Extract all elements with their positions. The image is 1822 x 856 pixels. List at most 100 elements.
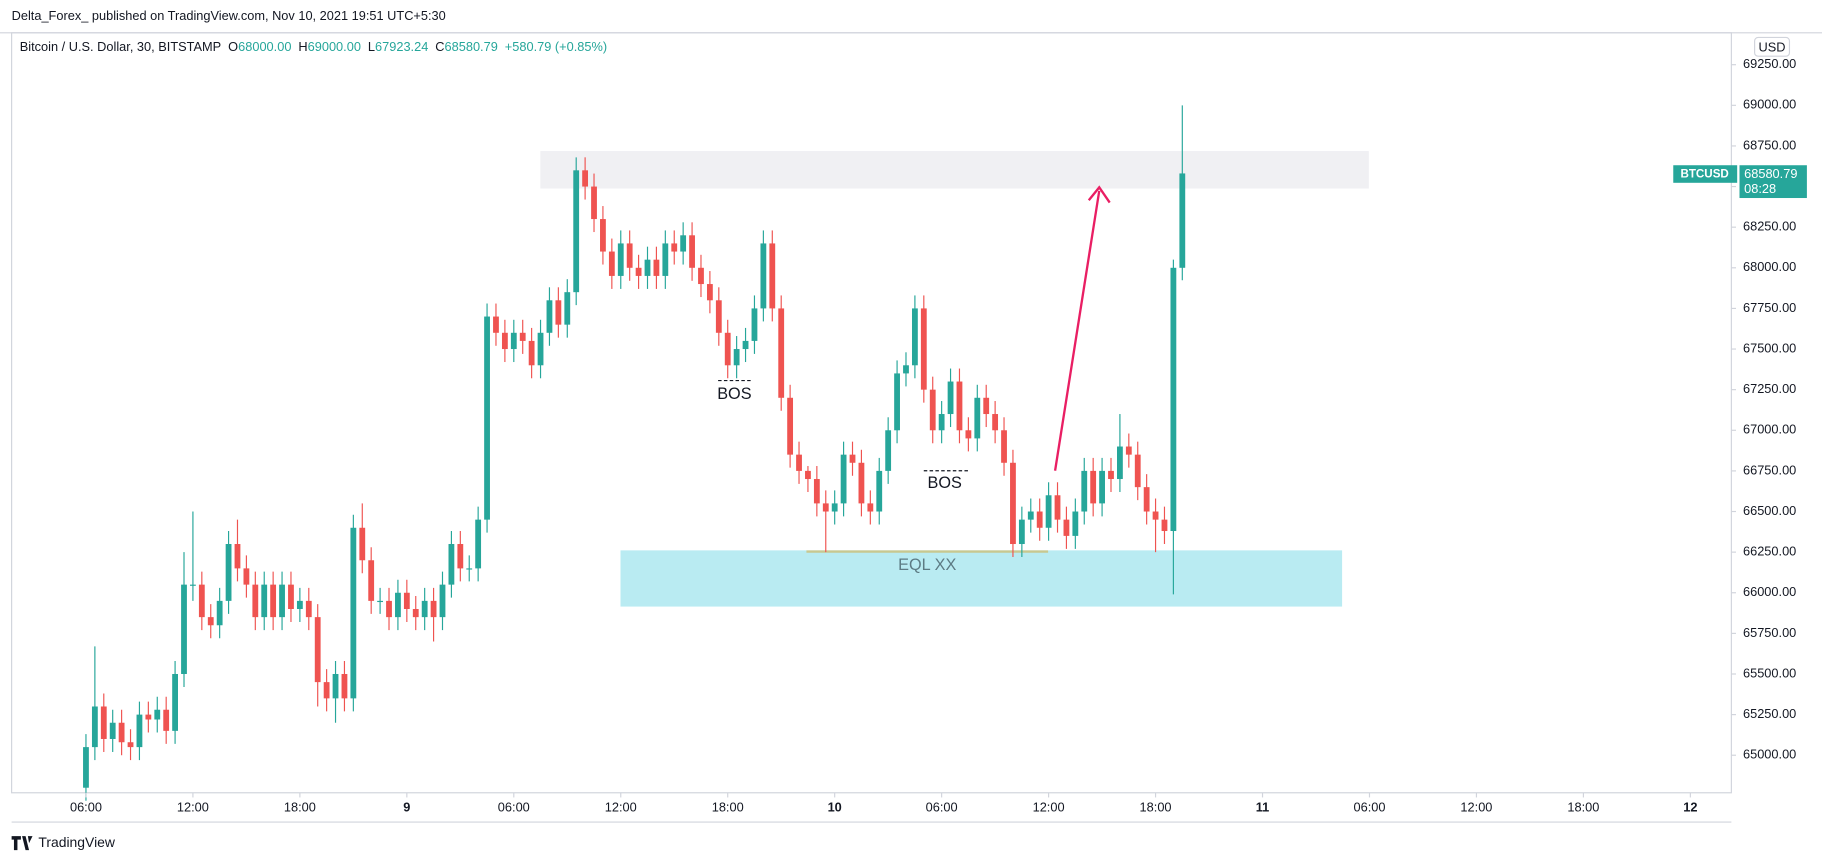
y-tick-label: 68000.00: [1743, 259, 1796, 274]
candle-body: [573, 170, 580, 293]
candle-body: [109, 722, 116, 739]
candle-body: [261, 584, 268, 618]
y-tick-label: 67750.00: [1743, 300, 1796, 315]
candle-body: [225, 544, 232, 601]
candle-body: [448, 544, 455, 585]
candle-body: [412, 609, 419, 618]
candle-body: [662, 243, 669, 276]
annotations: BOS BOS EQL XX: [717, 185, 1111, 574]
y-tick-label: 67500.00: [1743, 340, 1796, 355]
candle-body: [510, 332, 517, 350]
arrow: [1053, 190, 1101, 471]
candle-body: [501, 332, 508, 350]
candle-body: [127, 742, 134, 748]
candle-body: [395, 592, 401, 618]
candle-body: [216, 600, 223, 626]
currency[interactable]: USD: [1759, 39, 1786, 54]
candle-body: [805, 470, 811, 480]
candle-body: [840, 454, 847, 504]
candle-body: [493, 316, 499, 333]
candle-body: [546, 300, 553, 333]
candle-body: [1143, 487, 1150, 512]
candle-body: [920, 308, 927, 390]
candle-body: [644, 259, 651, 276]
y-tick-label: 66500.00: [1743, 503, 1796, 518]
candle-body: [296, 600, 303, 610]
candle-body: [100, 706, 107, 739]
candle-body: [519, 332, 526, 341]
price-tag-bg: [1739, 165, 1807, 199]
candle-body: [733, 349, 740, 366]
candle-body: [867, 503, 874, 512]
candle-body: [1161, 519, 1168, 532]
supply-zone: [540, 151, 1369, 189]
candle-body: [600, 219, 606, 252]
candle-body: [858, 462, 865, 504]
candle-body: [359, 527, 366, 561]
footer-logo: [11, 836, 33, 851]
y-tick-label: 65000.00: [1743, 747, 1796, 762]
candle-body: [680, 235, 687, 252]
candle-body: [234, 544, 241, 569]
candle-body: [849, 454, 856, 463]
x-tick-label: 06:00: [498, 799, 530, 814]
x-tick-label: 18:00: [1567, 799, 1599, 814]
candle-body: [368, 560, 375, 601]
x-tick-label: 06:00: [1353, 799, 1385, 814]
candle-body: [1036, 511, 1043, 528]
candle-body: [983, 397, 990, 415]
x-tick-label: 18:00: [712, 799, 744, 814]
y-tick-label: 65250.00: [1743, 706, 1796, 721]
candle-body: [617, 243, 624, 276]
candle-body: [1152, 511, 1159, 520]
candle-body: [1063, 519, 1070, 536]
candle-body: [163, 709, 170, 731]
x-tick-label: 06:00: [70, 799, 102, 814]
candle-body: [947, 381, 954, 415]
bos-label: BOS: [928, 474, 962, 492]
candle-body: [1072, 511, 1079, 536]
candle-body: [760, 243, 767, 309]
candle-body: [769, 243, 776, 309]
x-tick-label: 9: [403, 799, 410, 814]
candle-body: [154, 709, 161, 720]
candle-body: [778, 308, 785, 398]
symbol-tag: BTCUSD: [1680, 168, 1728, 181]
candle-body: [796, 454, 802, 471]
candle-body: [136, 714, 143, 748]
candle-body: [118, 722, 125, 743]
candle-body: [172, 673, 178, 731]
candle-body: [787, 397, 794, 455]
candle-body: [965, 430, 972, 439]
candle-body: [1170, 267, 1177, 532]
candle-body: [1081, 470, 1088, 512]
candle-body: [288, 584, 294, 610]
currency-box[interactable]: [1754, 36, 1791, 57]
candle-body: [421, 600, 428, 618]
candle-body: [671, 243, 678, 252]
footer-brand: TradingView: [38, 834, 116, 850]
candle-body: [742, 340, 749, 350]
candle-body: [813, 479, 820, 504]
y-tick-label: 69000.00: [1743, 97, 1796, 112]
candle-body: [1099, 470, 1105, 504]
candle-body: [457, 544, 464, 569]
candle-body: [822, 503, 829, 512]
candle-body: [715, 300, 722, 333]
x-tick-label: 11: [1256, 799, 1270, 814]
countdown: 08:28: [1744, 181, 1776, 196]
candle-body: [207, 617, 214, 626]
candle-body: [332, 673, 339, 699]
candle-body: [911, 308, 918, 366]
symbol-legend: Bitcoin / U.S. Dollar, 30, BITSTAMP O6800…: [20, 39, 607, 54]
candle-body: [1045, 495, 1052, 528]
candle-body: [992, 414, 999, 431]
candle-body: [243, 568, 250, 585]
x-tick-label: 06:00: [926, 799, 958, 814]
candle-body: [377, 600, 384, 603]
candle-body: [938, 414, 945, 431]
candle-body: [484, 316, 490, 520]
candle-body: [91, 706, 98, 748]
